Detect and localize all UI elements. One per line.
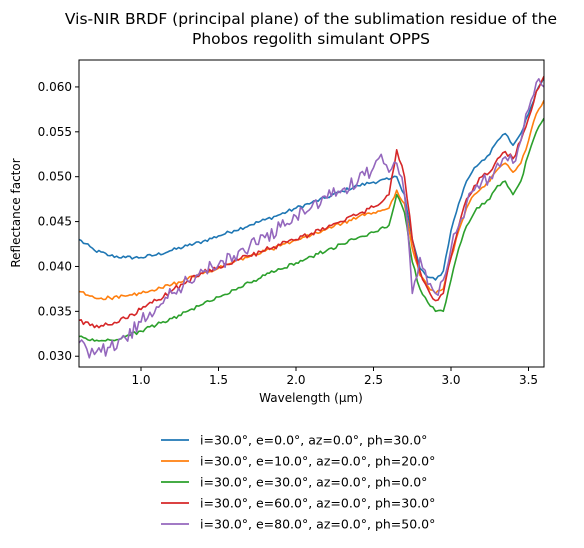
y-tick-label: 0.050	[38, 170, 72, 184]
y-tick-label: 0.055	[38, 125, 72, 139]
x-tick-label: 1.0	[131, 373, 150, 387]
y-tick-label: 0.040	[38, 259, 72, 273]
x-tick-label: 3.5	[519, 373, 538, 387]
series-line-3	[79, 117, 544, 342]
x-tick-label: 3.0	[441, 373, 460, 387]
y-axis-label: Reflectance factor	[9, 158, 23, 267]
chart-title-line-2: Phobos regolith simulant OPPS	[192, 30, 430, 48]
legend-entry-label: i=30.0°, e=0.0°, az=0.0°, ph=30.0°	[200, 433, 427, 448]
series-line-2	[79, 100, 544, 301]
y-tick-label: 0.060	[38, 80, 72, 94]
y-tick-label: 0.045	[38, 215, 72, 229]
series-layer	[79, 75, 544, 359]
y-axis-ticks: 0.030 0.035 0.040 0.045 0.050 0.055 0.060	[38, 80, 79, 363]
series-line-1	[79, 77, 544, 281]
legend: i=30.0°, e=0.0°, az=0.0°, ph=30.0° i=30.0…	[161, 433, 435, 532]
plot-frame	[78, 59, 545, 368]
x-tick-label: 1.5	[209, 373, 228, 387]
x-tick-label: 2.0	[286, 373, 305, 387]
chart-title: Vis-NIR BRDF (principal plane) of the su…	[65, 10, 557, 48]
legend-entry-label: i=30.0°, e=30.0°, az=0.0°, ph=0.0°	[200, 475, 427, 490]
legend-entry-label: i=30.0°, e=60.0°, az=0.0°, ph=30.0°	[200, 496, 435, 511]
y-tick-label: 0.030	[38, 349, 72, 363]
x-axis-ticks: 1.0 1.5 2.0 2.5 3.0 3.5	[131, 367, 538, 387]
legend-entry-label: i=30.0°, e=10.0°, az=0.0°, ph=20.0°	[200, 454, 435, 469]
x-tick-label: 2.5	[364, 373, 383, 387]
y-tick-label: 0.035	[38, 304, 72, 318]
series-line-5	[79, 78, 544, 359]
x-axis-label: Wavelength (μm)	[259, 391, 363, 405]
chart-title-line-1: Vis-NIR BRDF (principal plane) of the su…	[65, 10, 557, 28]
legend-entry-label: i=30.0°, e=80.0°, az=0.0°, ph=50.0°	[200, 517, 435, 532]
